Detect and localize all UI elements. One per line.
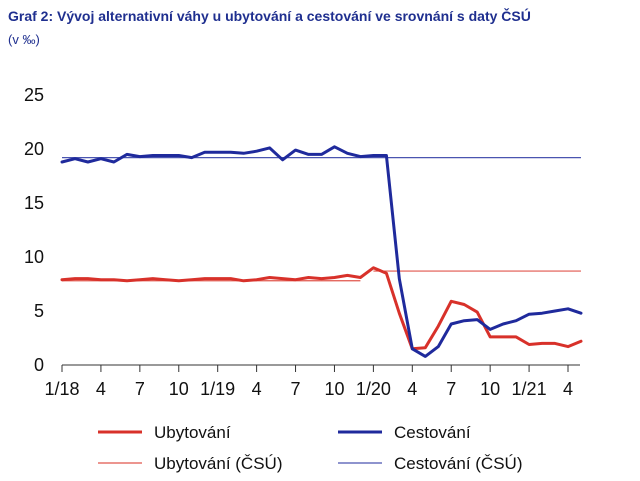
x-tick-label: 10 (480, 379, 500, 399)
x-tick-label: 4 (252, 379, 262, 399)
x-tick-label: 1/21 (512, 379, 547, 399)
x-tick-label: 7 (135, 379, 145, 399)
chart-legend: Ubytování Cestování Ubytování (ČSÚ) Cestová… (98, 423, 522, 473)
x-tick-label: 1/20 (356, 379, 391, 399)
series-ubytovani-line (60, 266, 583, 351)
series-cestovani-line (60, 145, 583, 358)
x-tick-label: 10 (169, 379, 189, 399)
chart-series (60, 145, 583, 358)
legend-label-cestovani: Cestování (394, 423, 471, 442)
legend-label-cestovani-csu: Cestování (ČSÚ) (394, 454, 522, 473)
x-tick-label: 1/18 (44, 379, 79, 399)
x-tick-label: 7 (446, 379, 456, 399)
y-tick-label: 20 (24, 139, 44, 159)
x-tick-label: 1/19 (200, 379, 235, 399)
y-tick-label: 5 (34, 301, 44, 321)
x-axis-ticks: 1/18 4 7 10 1/19 4 7 10 1/20 4 7 10 1/21 4 (44, 365, 573, 399)
y-tick-label: 15 (24, 193, 44, 213)
legend-label-ubytovani-csu: Ubytování (ČSÚ) (154, 454, 282, 473)
x-tick-label: 4 (563, 379, 573, 399)
y-tick-label: 0 (34, 355, 44, 375)
y-tick-label: 10 (24, 247, 44, 267)
y-tick-label: 25 (24, 85, 44, 105)
y-axis-ticks: 0 5 10 15 20 25 (24, 85, 44, 375)
x-tick-label: 4 (407, 379, 417, 399)
x-tick-label: 4 (96, 379, 106, 399)
x-tick-label: 7 (291, 379, 301, 399)
chart-subtitle: (v ‰) (8, 32, 40, 47)
x-tick-label: 10 (324, 379, 344, 399)
legend-label-ubytovani: Ubytování (154, 423, 231, 442)
chart-title: Graf 2: Vývoj alternativní váhy u ubytov… (8, 8, 531, 24)
